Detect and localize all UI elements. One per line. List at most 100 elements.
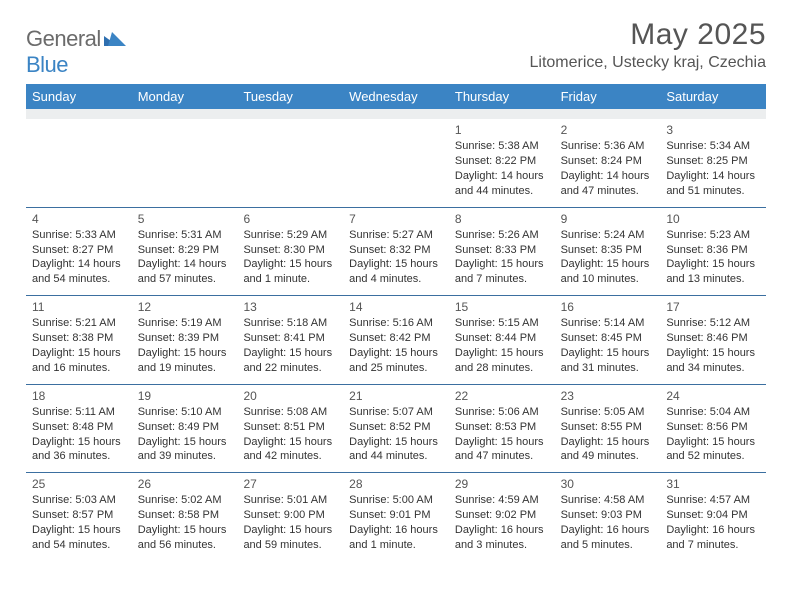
calendar-cell: 9Sunrise: 5:24 AM Sunset: 8:35 PM Daylig… — [555, 208, 661, 296]
day-info: Sunrise: 5:36 AM Sunset: 8:24 PM Dayligh… — [561, 139, 655, 198]
calendar-cell — [132, 119, 238, 207]
calendar-body: 1Sunrise: 5:38 AM Sunset: 8:22 PM Daylig… — [26, 119, 766, 561]
calendar-week-row: 18Sunrise: 5:11 AM Sunset: 8:48 PM Dayli… — [26, 385, 766, 474]
calendar-cell: 1Sunrise: 5:38 AM Sunset: 8:22 PM Daylig… — [449, 119, 555, 207]
calendar-cell: 30Sunrise: 4:58 AM Sunset: 9:03 PM Dayli… — [555, 473, 661, 561]
day-info: Sunrise: 5:00 AM Sunset: 9:01 PM Dayligh… — [349, 493, 443, 552]
calendar-cell: 3Sunrise: 5:34 AM Sunset: 8:25 PM Daylig… — [660, 119, 766, 207]
day-number: 19 — [138, 388, 232, 404]
day-number: 24 — [666, 388, 760, 404]
calendar-cell: 21Sunrise: 5:07 AM Sunset: 8:52 PM Dayli… — [343, 385, 449, 473]
day-info: Sunrise: 5:02 AM Sunset: 8:58 PM Dayligh… — [138, 493, 232, 552]
day-info: Sunrise: 4:58 AM Sunset: 9:03 PM Dayligh… — [561, 493, 655, 552]
day-info: Sunrise: 5:11 AM Sunset: 8:48 PM Dayligh… — [32, 405, 126, 464]
calendar-cell: 17Sunrise: 5:12 AM Sunset: 8:46 PM Dayli… — [660, 296, 766, 384]
calendar-week-row: 4Sunrise: 5:33 AM Sunset: 8:27 PM Daylig… — [26, 208, 766, 297]
logo-text-blue: Blue — [26, 52, 68, 77]
day-info: Sunrise: 5:12 AM Sunset: 8:46 PM Dayligh… — [666, 316, 760, 375]
day-number: 12 — [138, 299, 232, 315]
calendar-cell: 12Sunrise: 5:19 AM Sunset: 8:39 PM Dayli… — [132, 296, 238, 384]
day-number: 21 — [349, 388, 443, 404]
day-info: Sunrise: 5:18 AM Sunset: 8:41 PM Dayligh… — [243, 316, 337, 375]
day-number: 10 — [666, 211, 760, 227]
calendar: Sunday Monday Tuesday Wednesday Thursday… — [26, 84, 766, 561]
calendar-cell: 18Sunrise: 5:11 AM Sunset: 8:48 PM Dayli… — [26, 385, 132, 473]
day-info: Sunrise: 5:06 AM Sunset: 8:53 PM Dayligh… — [455, 405, 549, 464]
day-info: Sunrise: 5:31 AM Sunset: 8:29 PM Dayligh… — [138, 228, 232, 287]
day-info: Sunrise: 5:07 AM Sunset: 8:52 PM Dayligh… — [349, 405, 443, 464]
day-number: 25 — [32, 476, 126, 492]
day-info: Sunrise: 5:05 AM Sunset: 8:55 PM Dayligh… — [561, 405, 655, 464]
day-number: 29 — [455, 476, 549, 492]
calendar-header-row: Sunday Monday Tuesday Wednesday Thursday… — [26, 84, 766, 109]
day-info: Sunrise: 5:04 AM Sunset: 8:56 PM Dayligh… — [666, 405, 760, 464]
day-info: Sunrise: 5:01 AM Sunset: 9:00 PM Dayligh… — [243, 493, 337, 552]
calendar-cell: 6Sunrise: 5:29 AM Sunset: 8:30 PM Daylig… — [237, 208, 343, 296]
day-number: 7 — [349, 211, 443, 227]
calendar-cell: 4Sunrise: 5:33 AM Sunset: 8:27 PM Daylig… — [26, 208, 132, 296]
calendar-cell: 2Sunrise: 5:36 AM Sunset: 8:24 PM Daylig… — [555, 119, 661, 207]
calendar-week-row: 1Sunrise: 5:38 AM Sunset: 8:22 PM Daylig… — [26, 119, 766, 208]
day-number: 1 — [455, 122, 549, 138]
calendar-cell: 25Sunrise: 5:03 AM Sunset: 8:57 PM Dayli… — [26, 473, 132, 561]
day-number: 23 — [561, 388, 655, 404]
calendar-cell: 15Sunrise: 5:15 AM Sunset: 8:44 PM Dayli… — [449, 296, 555, 384]
day-info: Sunrise: 5:16 AM Sunset: 8:42 PM Dayligh… — [349, 316, 443, 375]
day-number: 30 — [561, 476, 655, 492]
day-header: Tuesday — [237, 84, 343, 109]
calendar-cell: 8Sunrise: 5:26 AM Sunset: 8:33 PM Daylig… — [449, 208, 555, 296]
calendar-cell: 5Sunrise: 5:31 AM Sunset: 8:29 PM Daylig… — [132, 208, 238, 296]
calendar-cell — [26, 119, 132, 207]
calendar-cell: 13Sunrise: 5:18 AM Sunset: 8:41 PM Dayli… — [237, 296, 343, 384]
day-info: Sunrise: 5:33 AM Sunset: 8:27 PM Dayligh… — [32, 228, 126, 287]
calendar-cell: 14Sunrise: 5:16 AM Sunset: 8:42 PM Dayli… — [343, 296, 449, 384]
calendar-cell — [343, 119, 449, 207]
page-title: May 2025 — [529, 18, 766, 52]
day-number: 2 — [561, 122, 655, 138]
calendar-cell: 24Sunrise: 5:04 AM Sunset: 8:56 PM Dayli… — [660, 385, 766, 473]
day-number: 4 — [32, 211, 126, 227]
day-info: Sunrise: 5:19 AM Sunset: 8:39 PM Dayligh… — [138, 316, 232, 375]
day-number: 26 — [138, 476, 232, 492]
calendar-cell: 7Sunrise: 5:27 AM Sunset: 8:32 PM Daylig… — [343, 208, 449, 296]
calendar-week-row: 11Sunrise: 5:21 AM Sunset: 8:38 PM Dayli… — [26, 296, 766, 385]
day-number: 3 — [666, 122, 760, 138]
day-info: Sunrise: 5:26 AM Sunset: 8:33 PM Dayligh… — [455, 228, 549, 287]
day-header: Saturday — [660, 84, 766, 109]
day-info: Sunrise: 4:59 AM Sunset: 9:02 PM Dayligh… — [455, 493, 549, 552]
calendar-cell: 29Sunrise: 4:59 AM Sunset: 9:02 PM Dayli… — [449, 473, 555, 561]
calendar-cell: 26Sunrise: 5:02 AM Sunset: 8:58 PM Dayli… — [132, 473, 238, 561]
day-header: Monday — [132, 84, 238, 109]
day-number: 6 — [243, 211, 337, 227]
day-info: Sunrise: 5:24 AM Sunset: 8:35 PM Dayligh… — [561, 228, 655, 287]
day-number: 15 — [455, 299, 549, 315]
day-info: Sunrise: 5:14 AM Sunset: 8:45 PM Dayligh… — [561, 316, 655, 375]
day-number: 20 — [243, 388, 337, 404]
day-number: 8 — [455, 211, 549, 227]
calendar-cell: 19Sunrise: 5:10 AM Sunset: 8:49 PM Dayli… — [132, 385, 238, 473]
calendar-cell — [237, 119, 343, 207]
title-block: May 2025 Litomerice, Ustecky kraj, Czech… — [529, 18, 766, 72]
topbar: General Blue May 2025 Litomerice, Usteck… — [26, 18, 766, 78]
day-info: Sunrise: 5:23 AM Sunset: 8:36 PM Dayligh… — [666, 228, 760, 287]
day-info: Sunrise: 5:03 AM Sunset: 8:57 PM Dayligh… — [32, 493, 126, 552]
day-number: 5 — [138, 211, 232, 227]
day-number: 16 — [561, 299, 655, 315]
day-info: Sunrise: 5:15 AM Sunset: 8:44 PM Dayligh… — [455, 316, 549, 375]
calendar-cell: 16Sunrise: 5:14 AM Sunset: 8:45 PM Dayli… — [555, 296, 661, 384]
day-info: Sunrise: 5:21 AM Sunset: 8:38 PM Dayligh… — [32, 316, 126, 375]
day-header: Friday — [555, 84, 661, 109]
day-info: Sunrise: 5:08 AM Sunset: 8:51 PM Dayligh… — [243, 405, 337, 464]
day-number: 28 — [349, 476, 443, 492]
logo-mark-icon — [104, 26, 126, 52]
day-info: Sunrise: 5:38 AM Sunset: 8:22 PM Dayligh… — [455, 139, 549, 198]
logo-text-general: General — [26, 26, 101, 51]
day-header: Sunday — [26, 84, 132, 109]
calendar-cell: 27Sunrise: 5:01 AM Sunset: 9:00 PM Dayli… — [237, 473, 343, 561]
calendar-cell: 28Sunrise: 5:00 AM Sunset: 9:01 PM Dayli… — [343, 473, 449, 561]
day-info: Sunrise: 5:10 AM Sunset: 8:49 PM Dayligh… — [138, 405, 232, 464]
calendar-cell: 31Sunrise: 4:57 AM Sunset: 9:04 PM Dayli… — [660, 473, 766, 561]
day-number: 31 — [666, 476, 760, 492]
day-number: 18 — [32, 388, 126, 404]
calendar-cell: 23Sunrise: 5:05 AM Sunset: 8:55 PM Dayli… — [555, 385, 661, 473]
